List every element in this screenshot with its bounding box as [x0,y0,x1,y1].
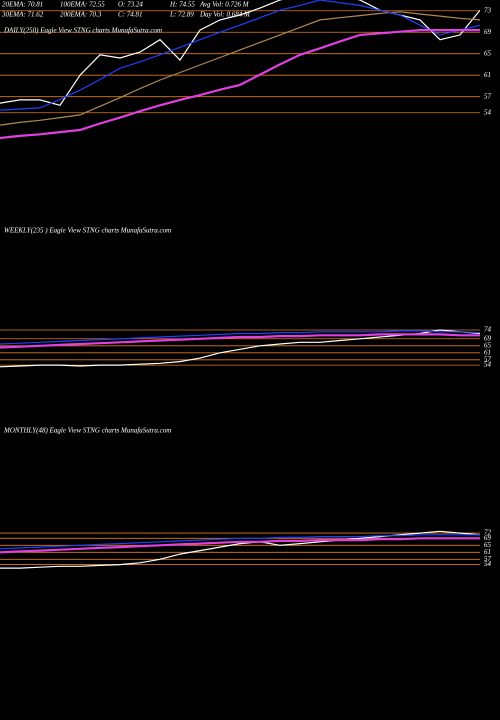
price-line [0,530,480,569]
price-line [0,329,480,368]
price-line [0,333,480,349]
stat-label: 20EMA: 70.81 [2,1,43,9]
stat-label: 30EMA: 71.62 [1,11,44,19]
y-tick-label: 69 [484,534,492,542]
price-line [0,534,480,550]
stat-label: 200EMA: 70.3 [60,11,102,19]
stat-label: H: 74.55 [169,1,195,9]
stat-label: 100EMA: 72.55 [60,1,105,9]
price-line [0,330,480,345]
y-tick-label: 57 [484,92,492,100]
panel-title: WEEKLY(235 ) Eagle View STNG charts Muna… [4,227,171,235]
price-line [0,11,480,126]
y-tick-label: 65 [484,541,492,549]
y-tick-label: 74 [484,326,492,334]
stat-label: Day Vol: 0.684 M [199,11,251,19]
y-tick-label: 54 [484,108,492,116]
y-tick-label: 57 [484,355,492,363]
y-tick-label: 61 [484,348,491,356]
y-tick-label: 69 [484,28,492,36]
stat-label: L: 72.89 [169,11,194,19]
y-tick-label: 69 [484,334,492,342]
y-tick-label: 73 [484,6,492,14]
y-tick-label: 72 [484,529,492,537]
y-tick-label: 61 [484,71,491,79]
panel-title: DAILY(250) Eagle View STNG charts Munafa… [3,27,162,35]
y-tick-label: 61 [484,548,491,556]
y-tick-label: 65 [484,341,492,349]
y-tick-label: 54 [484,361,492,369]
y-tick-label: 65 [484,49,492,57]
price-line [0,29,480,140]
y-tick-label: 54 [484,560,492,568]
panel-title: MONTHLY(48) Eagle View STNG charts Munaf… [3,427,171,435]
stat-label: O: 73.24 [118,1,143,9]
price-line [0,537,480,554]
stat-label: Avg Vol: 0.726 M [199,1,250,9]
y-tick-label: 57 [484,555,492,563]
stat-label: C: 74.81 [118,11,143,19]
price-line [0,0,480,111]
